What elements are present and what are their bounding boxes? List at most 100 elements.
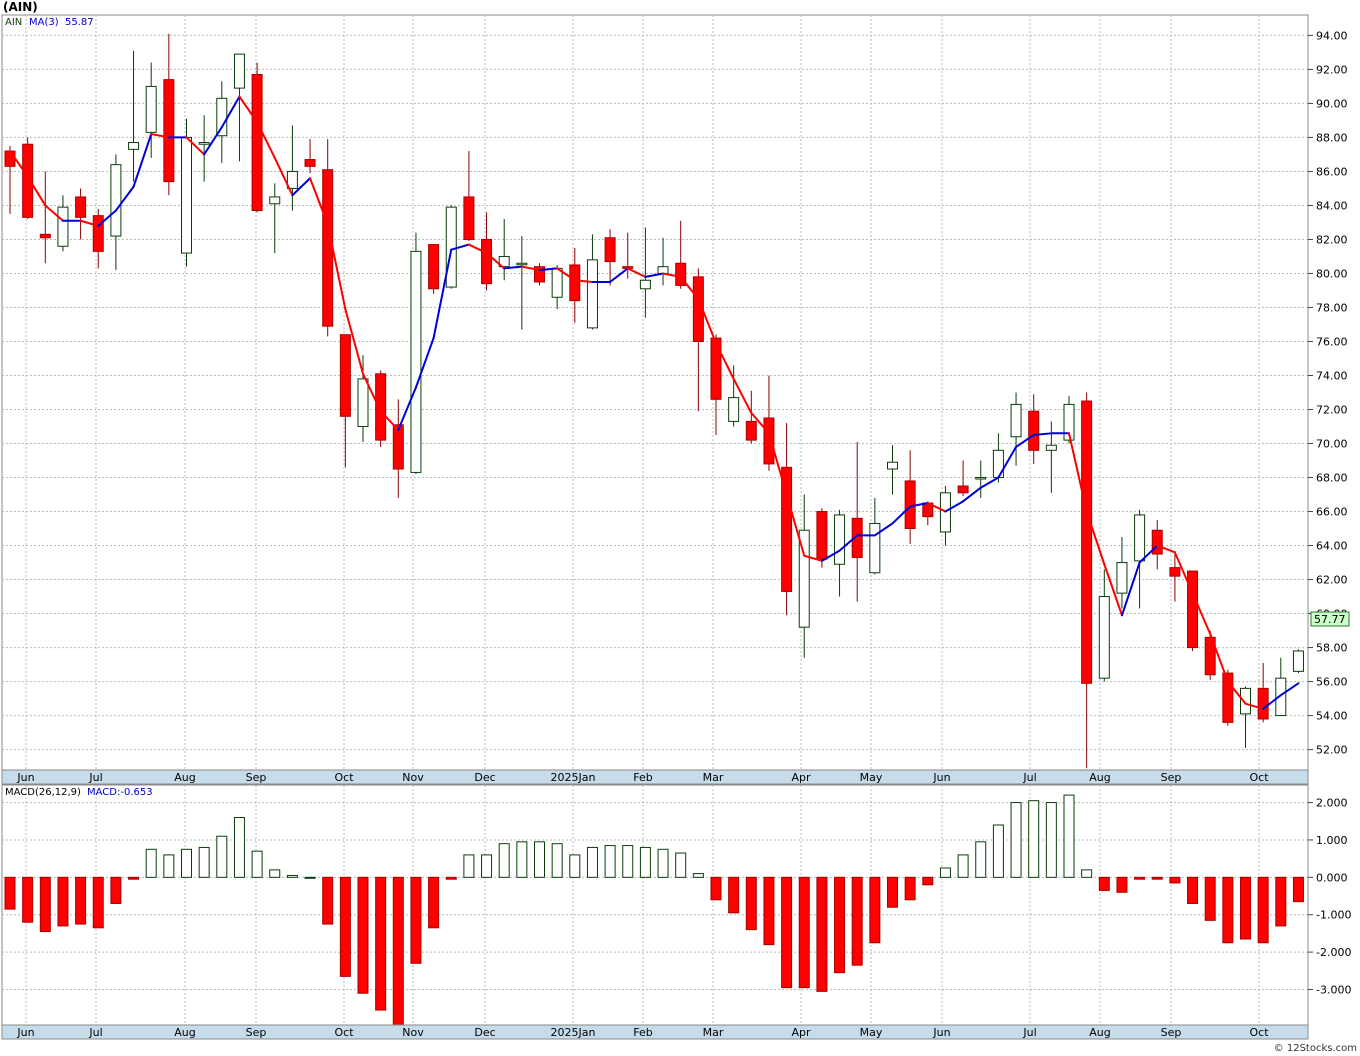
candle-body [375, 373, 387, 441]
ma-line [9, 95, 1300, 710]
candle [745, 390, 757, 444]
ma-segment [1120, 561, 1141, 617]
price-tick-label: 82.00 [1316, 233, 1348, 246]
macd-bar [781, 876, 793, 989]
price-month-label: Apr [791, 771, 811, 784]
macd-tick-label: 1.000 [1316, 834, 1348, 847]
candle [975, 460, 987, 498]
ma-segment [732, 377, 753, 414]
price-y-axis: 94.00 92.00 90.00 88.00 86.00 84.00 82.00 80.00… [1308, 29, 1348, 757]
price-tick-label: 56.00 [1316, 676, 1348, 689]
ma-segment [414, 337, 435, 389]
candle-body [410, 250, 422, 473]
candle [410, 232, 422, 475]
candle-body [92, 215, 104, 252]
price-time-axis: Jun Jul Aug Sep Oct Nov Dec 2025Jan Feb Mar Apr May… [1, 769, 1309, 785]
candle [1275, 657, 1287, 717]
candle-body [816, 511, 828, 560]
macd-bar [463, 854, 475, 878]
candle-body [481, 238, 493, 285]
candle-body [763, 417, 775, 465]
candle [463, 151, 475, 242]
ma-segment [715, 342, 735, 380]
ma-segment [326, 223, 347, 311]
candle-body [1045, 444, 1057, 451]
candle [1222, 669, 1234, 726]
macd-bar [57, 876, 69, 927]
price-month-label: Nov [402, 771, 424, 784]
price-month-labels: Jun Jul Aug Sep Oct Nov Dec 2025Jan Feb Mar Apr May… [16, 771, 1269, 784]
candle [92, 208, 104, 269]
candle-body [445, 206, 457, 288]
last-price-tag: 57.77 [1310, 611, 1350, 627]
ma-segment [1279, 682, 1300, 697]
macd-tick-label: 0.000 [1316, 871, 1348, 884]
candle-body [286, 170, 298, 189]
macd-month-labels: Jun Jul Aug Sep Oct Nov Dec 2025Jan Feb Mar Apr May… [16, 1026, 1269, 1039]
candle-body [1169, 567, 1181, 577]
macd-month-label: Aug [174, 1026, 195, 1039]
macd-time-axis: Jun Jul Aug Sep Oct Nov Dec 2025Jan Feb Mar Apr May… [1, 1024, 1309, 1040]
price-month-label: Jun [16, 771, 34, 784]
candle-body [534, 266, 545, 283]
macd-bar [128, 876, 140, 880]
macd-month-label: Jun [932, 1026, 950, 1039]
candle-body [869, 522, 881, 574]
macd-bar [745, 876, 757, 931]
ma-segment [556, 267, 576, 282]
macd-bar [1098, 876, 1110, 891]
candle-body [975, 477, 987, 480]
macd-month-label: Mar [703, 1026, 724, 1039]
ma-segment [291, 177, 312, 197]
candle-body [1063, 403, 1075, 441]
candle [1134, 509, 1146, 609]
candle-body [1028, 410, 1040, 451]
macd-month-label: Aug [1089, 1026, 1110, 1039]
ma-segment [1209, 632, 1229, 683]
macd-bar [869, 876, 881, 944]
ma-segment [1015, 434, 1035, 448]
macd-time-axis-strip [1, 1024, 1309, 1040]
candle [1010, 392, 1022, 466]
candle [1204, 630, 1216, 680]
ma-segment [450, 243, 470, 251]
ma-segment [1085, 510, 1106, 566]
macd-bar [728, 876, 740, 914]
chart-title: (AIN) [3, 0, 38, 14]
ma-segment [644, 272, 665, 278]
macd-bar [534, 841, 545, 878]
ma-segment [9, 150, 29, 178]
candle [798, 494, 810, 658]
ma-segment [767, 432, 788, 496]
ma-segment [97, 209, 117, 227]
macd-bar [569, 854, 581, 878]
macd-bar [1257, 876, 1269, 944]
price-panel: 94.00 92.00 90.00 88.00 86.00 84.00 82.00 80.00… [1, 14, 1350, 771]
macd-bar [198, 846, 210, 878]
price-month-label: May [860, 771, 883, 784]
macd-bar [39, 876, 51, 933]
price-tick-label: 72.00 [1316, 404, 1348, 417]
macd-month-label: May [860, 1026, 883, 1039]
candle-body [428, 244, 440, 290]
ma-segment [962, 486, 982, 503]
candle-body [4, 150, 16, 167]
candle [392, 399, 404, 498]
macd-bar [357, 876, 369, 994]
candle-body [22, 143, 34, 218]
macd-bar [710, 876, 722, 901]
candle-body [357, 378, 369, 428]
candle [1098, 569, 1110, 682]
macd-bar [1240, 876, 1251, 940]
candle [251, 62, 263, 213]
macd-bar [181, 848, 192, 878]
ma-segment [785, 493, 806, 557]
price-tick-label: 84.00 [1316, 199, 1348, 212]
candle-body [251, 74, 263, 212]
macd-month-label: Feb [633, 1026, 652, 1039]
macd-bar [410, 876, 422, 964]
candle-body [145, 85, 157, 133]
ma-segment [1138, 544, 1159, 564]
candle-body [463, 196, 475, 240]
candle-body [39, 233, 51, 239]
